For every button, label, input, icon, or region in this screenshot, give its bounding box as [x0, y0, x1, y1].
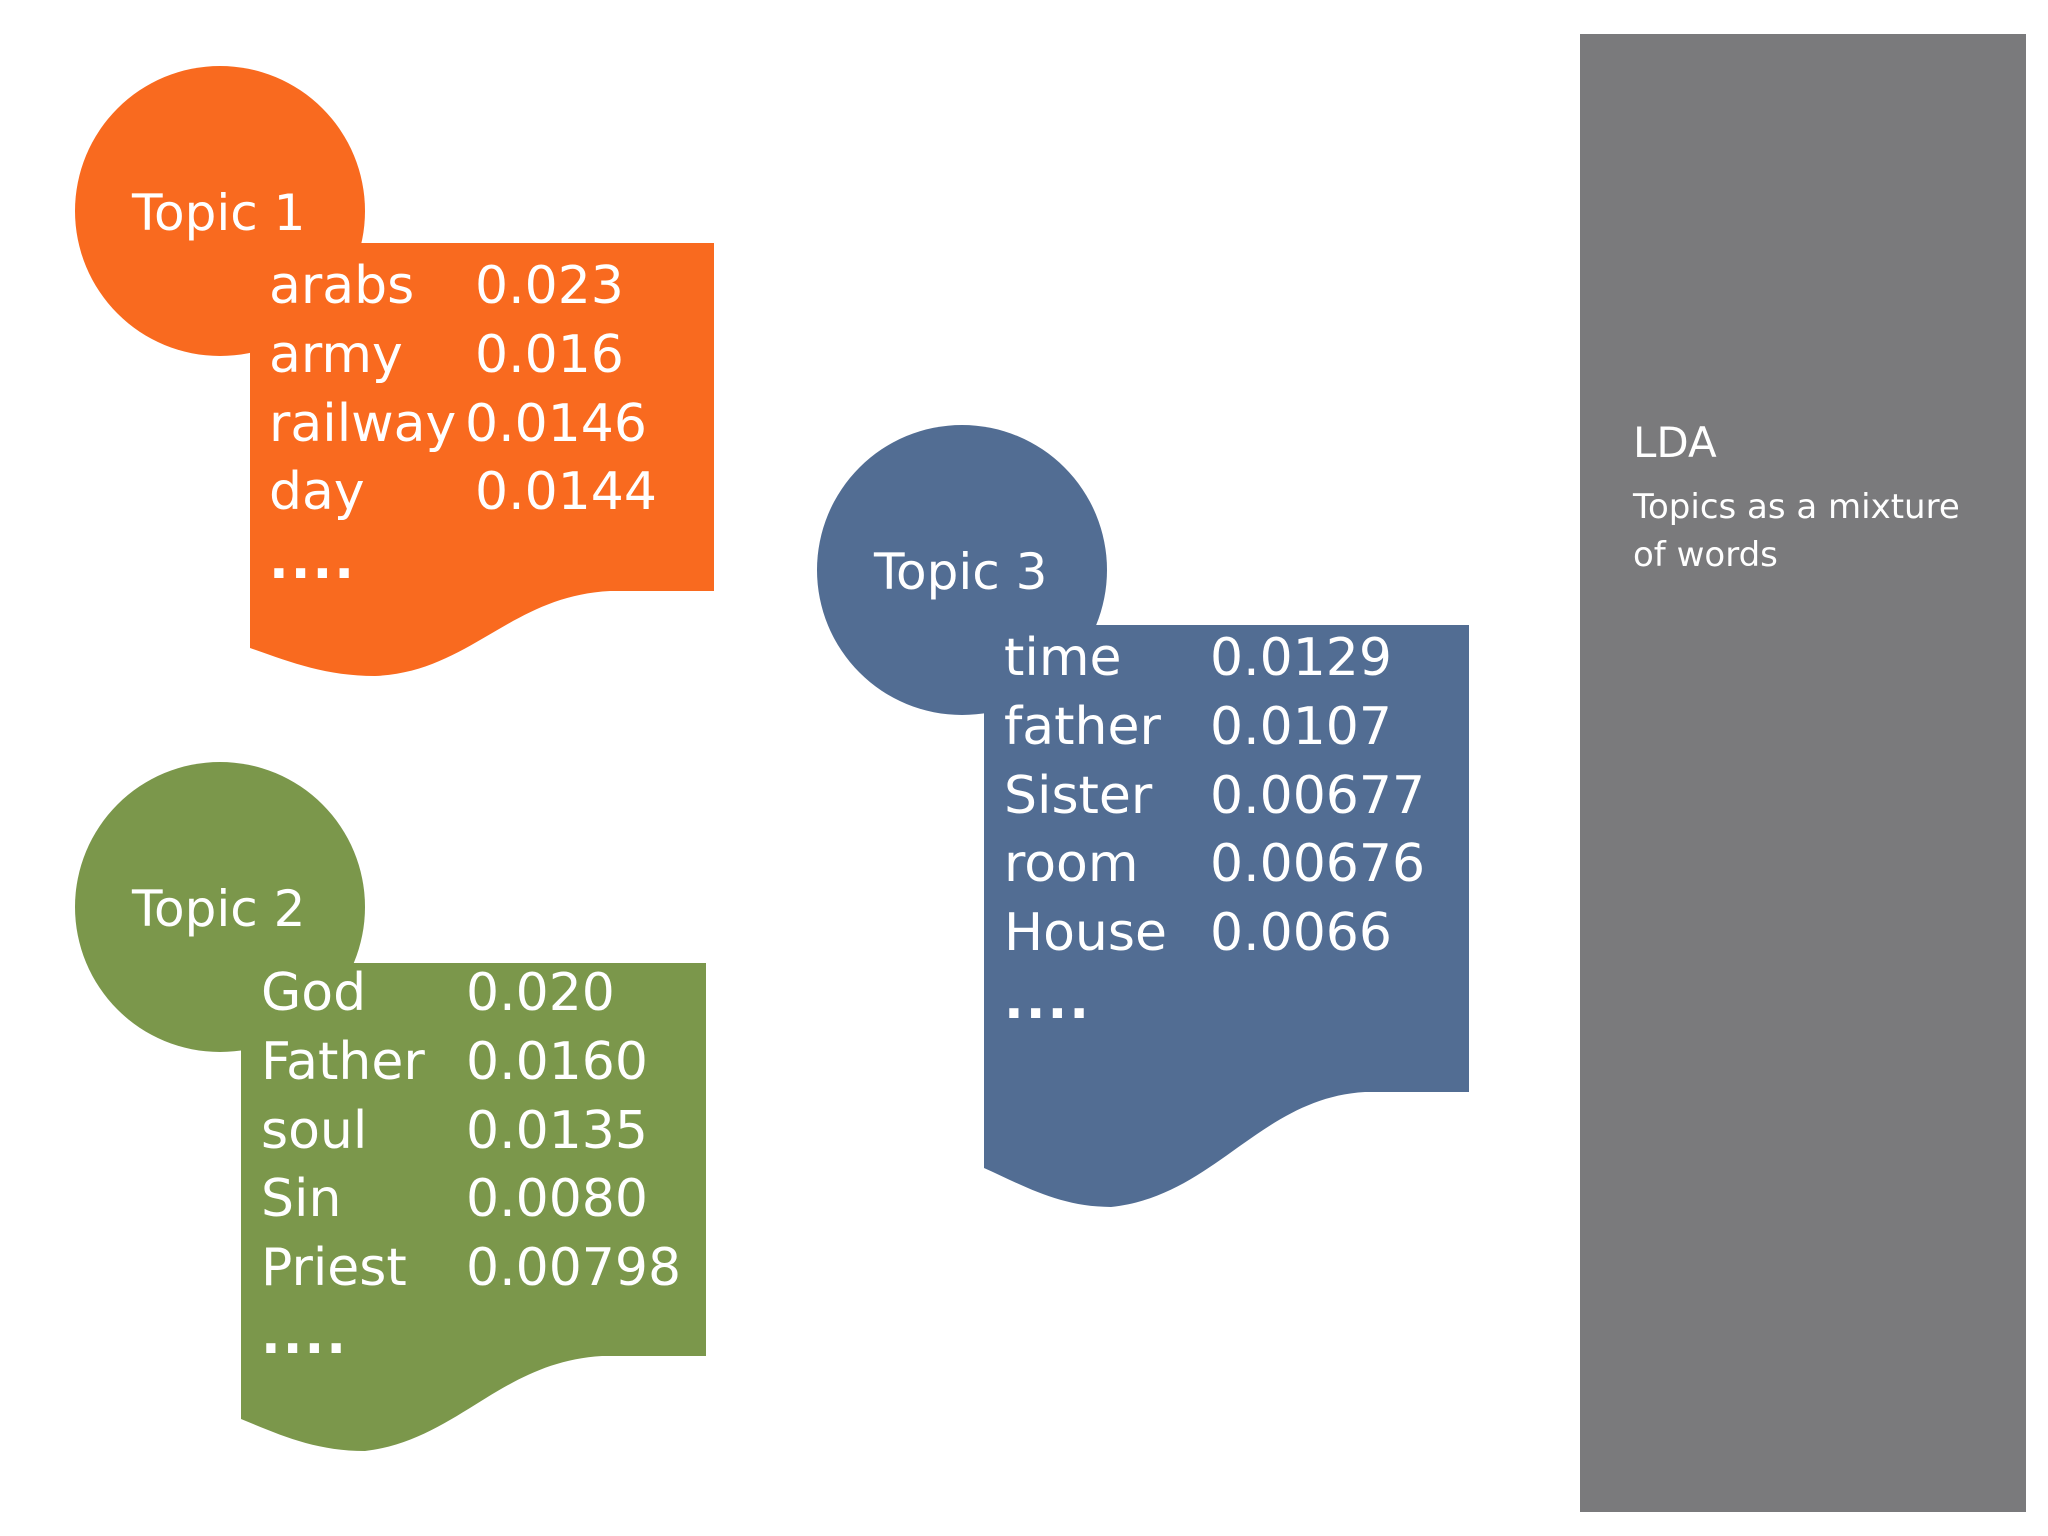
topic-2-value: 0.0160: [466, 1032, 648, 1092]
topic-3-word: Sister: [1004, 766, 1153, 826]
topic-1-value: 0.016: [475, 325, 624, 385]
topic-2-value: 0.0135: [466, 1101, 648, 1161]
topic-1-value: 0.023: [475, 256, 624, 316]
topic-2-word: Father: [261, 1032, 425, 1092]
topic-1-value: 0.0146: [465, 394, 647, 454]
topic-1-document-shape: [250, 243, 714, 676]
topic-3-card: Topic 3 time 0.0129 father 0.0107 Sister…: [817, 425, 1469, 1207]
topic-1-word: army: [269, 325, 403, 385]
topic-1-value: 0.0144: [475, 462, 657, 522]
topic-2-title: Topic 2: [131, 880, 305, 938]
topic-3-value: 0.0066: [1210, 903, 1392, 963]
topic-2-card: Topic 2 God 0.020 Father 0.0160 soul 0.0…: [75, 762, 706, 1451]
topic-2-word: Priest: [261, 1238, 407, 1298]
topic-3-title: Topic 3: [873, 543, 1047, 601]
topic-3-value: 0.00676: [1210, 834, 1425, 894]
sidebar-subtitle-line1: Topics as a mixture: [1632, 487, 1960, 527]
topic-1-title: Topic 1: [131, 184, 305, 242]
topic-2-word: God: [261, 963, 366, 1023]
topic-2-value: 0.020: [466, 963, 615, 1023]
topic-3-word: House: [1004, 903, 1167, 963]
topic-3-value: 0.00677: [1210, 766, 1425, 826]
topic-2-document-shape: [241, 963, 706, 1451]
topic-3-document-shape: [984, 625, 1469, 1207]
topic-3-value: 0.0107: [1210, 697, 1392, 757]
topic-3-word: father: [1004, 697, 1162, 757]
topic-2-value: 0.00798: [466, 1238, 681, 1298]
topic-1-word: arabs: [269, 256, 414, 316]
topic-3-word: room: [1004, 834, 1139, 894]
sidebar-panel: LDA Topics as a mixture of words: [1580, 34, 2026, 1512]
topic-1-ellipsis: ....: [269, 531, 356, 591]
topic-1-word: day: [269, 462, 365, 522]
topic-1-card: Topic 1 arabs 0.023 army 0.016 railway 0…: [75, 66, 714, 676]
topic-2-ellipsis: ....: [261, 1306, 348, 1366]
sidebar-subtitle-line2: of words: [1633, 535, 1778, 575]
topic-3-value: 0.0129: [1210, 628, 1392, 688]
topic-3-ellipsis: ....: [1004, 971, 1091, 1031]
topic-2-word: soul: [261, 1101, 367, 1161]
sidebar-title: LDA: [1633, 418, 1717, 467]
topic-1-word: railway: [269, 394, 456, 454]
topic-2-value: 0.0080: [466, 1169, 648, 1229]
topic-3-word: time: [1004, 628, 1121, 688]
topic-2-word: Sin: [261, 1169, 341, 1229]
sidebar-background: [1580, 34, 2026, 1512]
